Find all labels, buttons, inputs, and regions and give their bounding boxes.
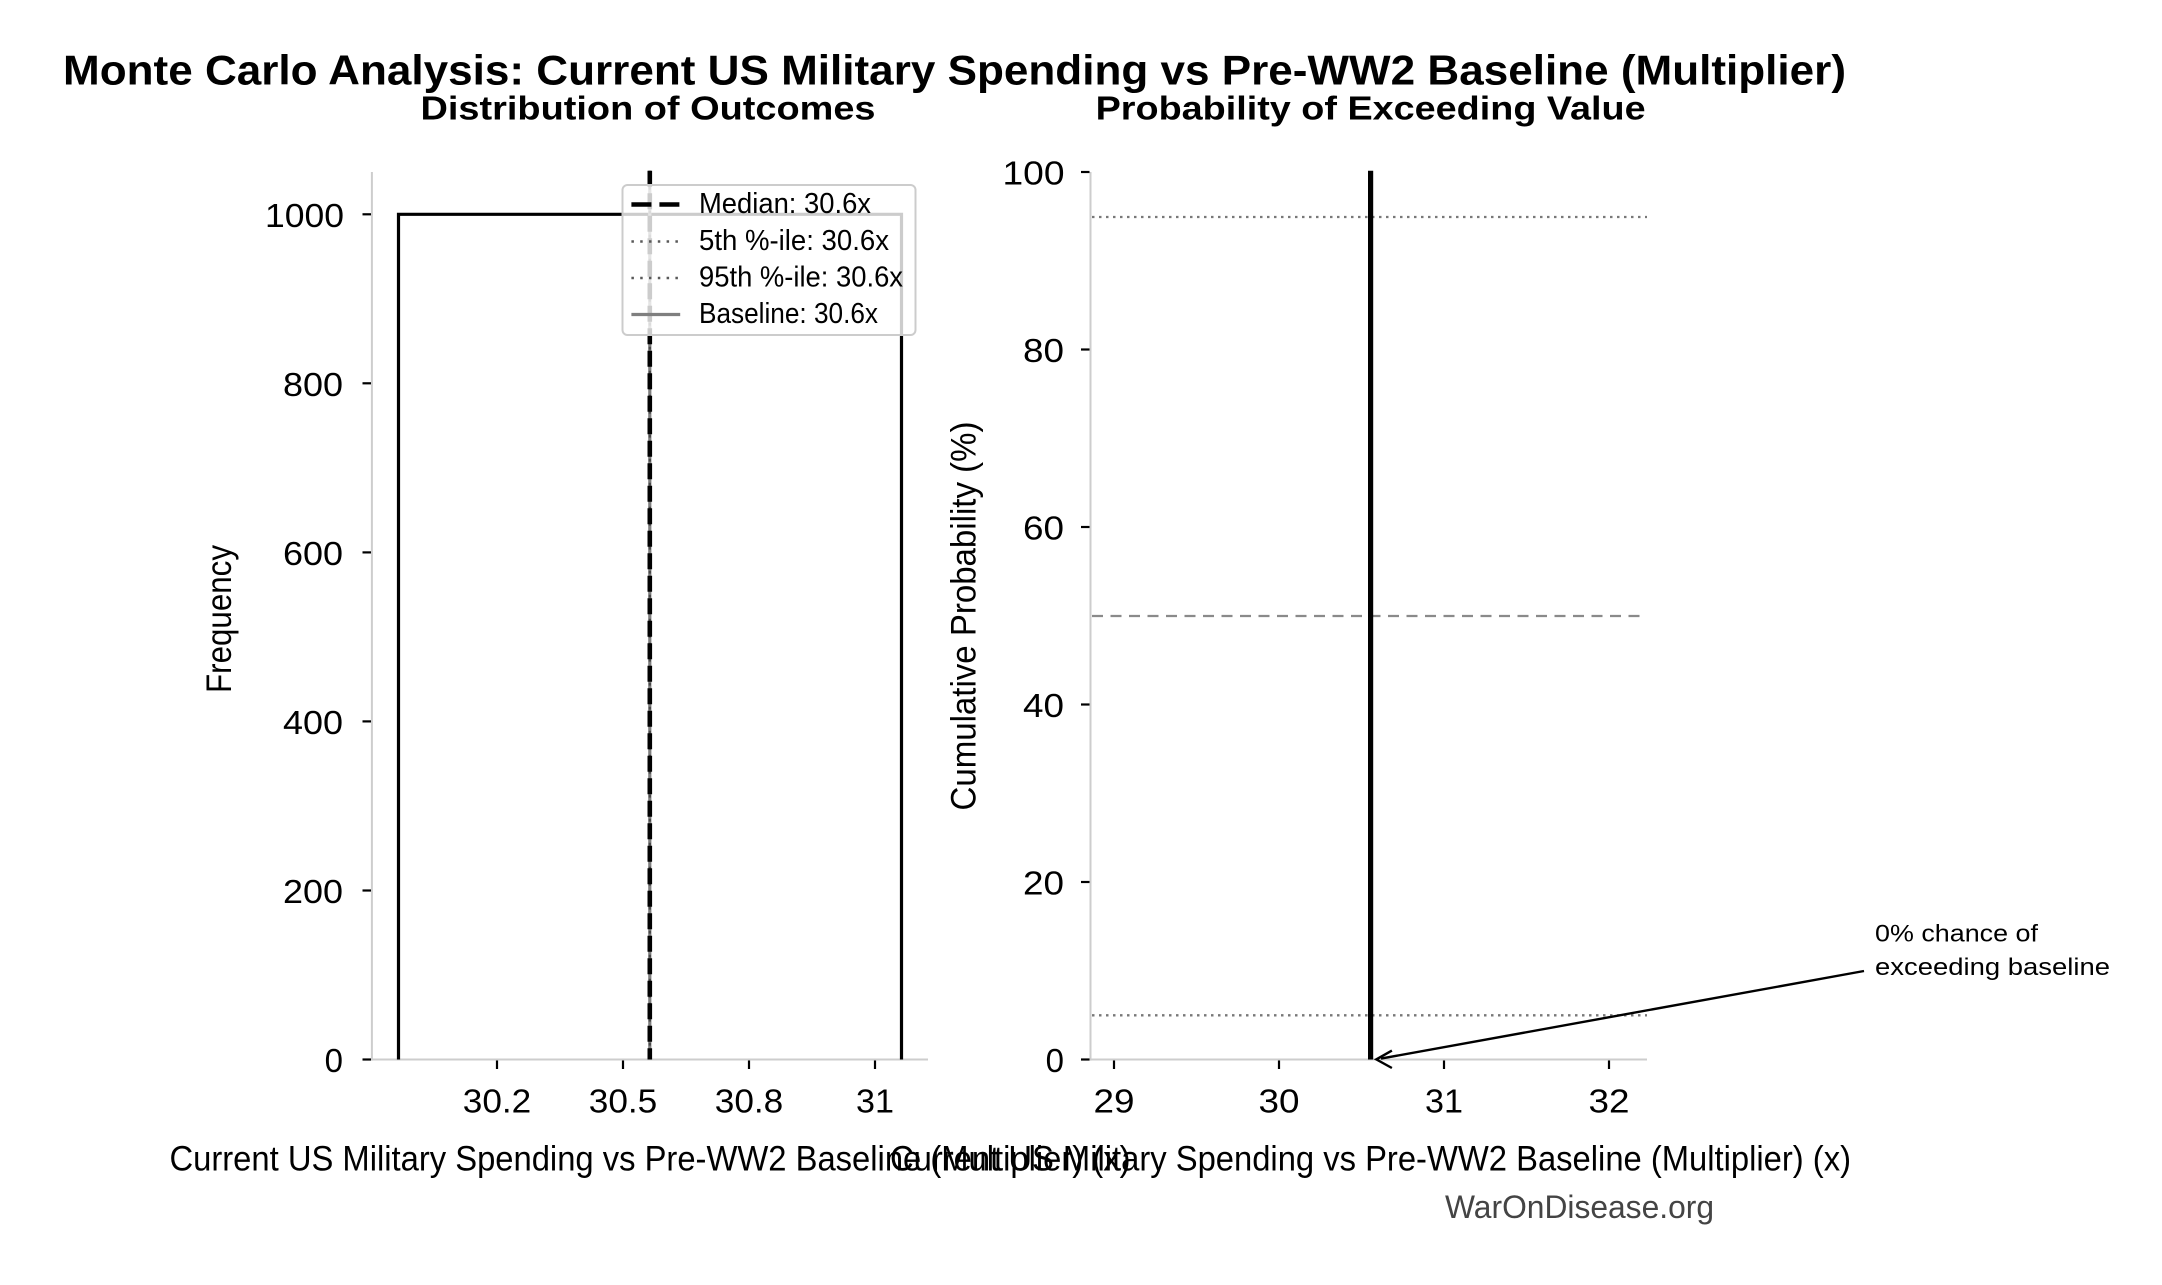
svg-text:31: 31 bbox=[856, 1083, 894, 1120]
svg-text:800: 800 bbox=[283, 366, 343, 403]
svg-text:30: 30 bbox=[1259, 1083, 1300, 1120]
svg-text:Current US Military Spending v: Current US Military Spending vs Pre-WW2 … bbox=[890, 1139, 1851, 1179]
svg-text:30.5: 30.5 bbox=[589, 1083, 658, 1120]
svg-text:32: 32 bbox=[1589, 1083, 1630, 1120]
svg-text:100: 100 bbox=[1003, 154, 1065, 191]
svg-text:Monte Carlo Analysis: Current: Monte Carlo Analysis: Current US Militar… bbox=[63, 46, 1846, 93]
svg-text:200: 200 bbox=[283, 873, 343, 910]
svg-text:WarOnDisease.org: WarOnDisease.org bbox=[1445, 1189, 1714, 1225]
svg-text:Distribution of Outcomes: Distribution of Outcomes bbox=[421, 90, 876, 127]
svg-text:Baseline: 30.6x: Baseline: 30.6x bbox=[699, 298, 878, 330]
svg-text:exceeding baseline: exceeding baseline bbox=[1875, 954, 2110, 981]
svg-text:0: 0 bbox=[1046, 1042, 1064, 1079]
svg-text:Current US Military Spending v: Current US Military Spending vs Pre-WW2 … bbox=[170, 1139, 1131, 1179]
svg-text:95th %-ile: 30.6x: 95th %-ile: 30.6x bbox=[699, 262, 903, 294]
svg-text:20: 20 bbox=[1023, 864, 1064, 901]
svg-text:31: 31 bbox=[1425, 1083, 1463, 1120]
svg-text:30.2: 30.2 bbox=[463, 1083, 532, 1120]
svg-text:Cumulative Probability (%): Cumulative Probability (%) bbox=[944, 422, 984, 811]
svg-text:40: 40 bbox=[1023, 687, 1064, 724]
svg-text:Median: 30.6x: Median: 30.6x bbox=[699, 188, 871, 220]
svg-text:0% chance of: 0% chance of bbox=[1875, 920, 2038, 947]
svg-text:60: 60 bbox=[1023, 509, 1064, 546]
svg-text:0: 0 bbox=[325, 1042, 343, 1079]
svg-text:29: 29 bbox=[1094, 1083, 1135, 1120]
svg-text:30.8: 30.8 bbox=[715, 1083, 784, 1120]
svg-text:Probability of Exceeding Value: Probability of Exceeding Value bbox=[1096, 90, 1646, 127]
svg-text:600: 600 bbox=[283, 535, 343, 572]
svg-text:400: 400 bbox=[283, 704, 343, 741]
svg-text:1000: 1000 bbox=[265, 197, 344, 234]
svg-text:80: 80 bbox=[1023, 332, 1064, 369]
svg-text:5th %-ile: 30.6x: 5th %-ile: 30.6x bbox=[699, 225, 889, 257]
svg-text:Frequency: Frequency bbox=[199, 545, 239, 693]
